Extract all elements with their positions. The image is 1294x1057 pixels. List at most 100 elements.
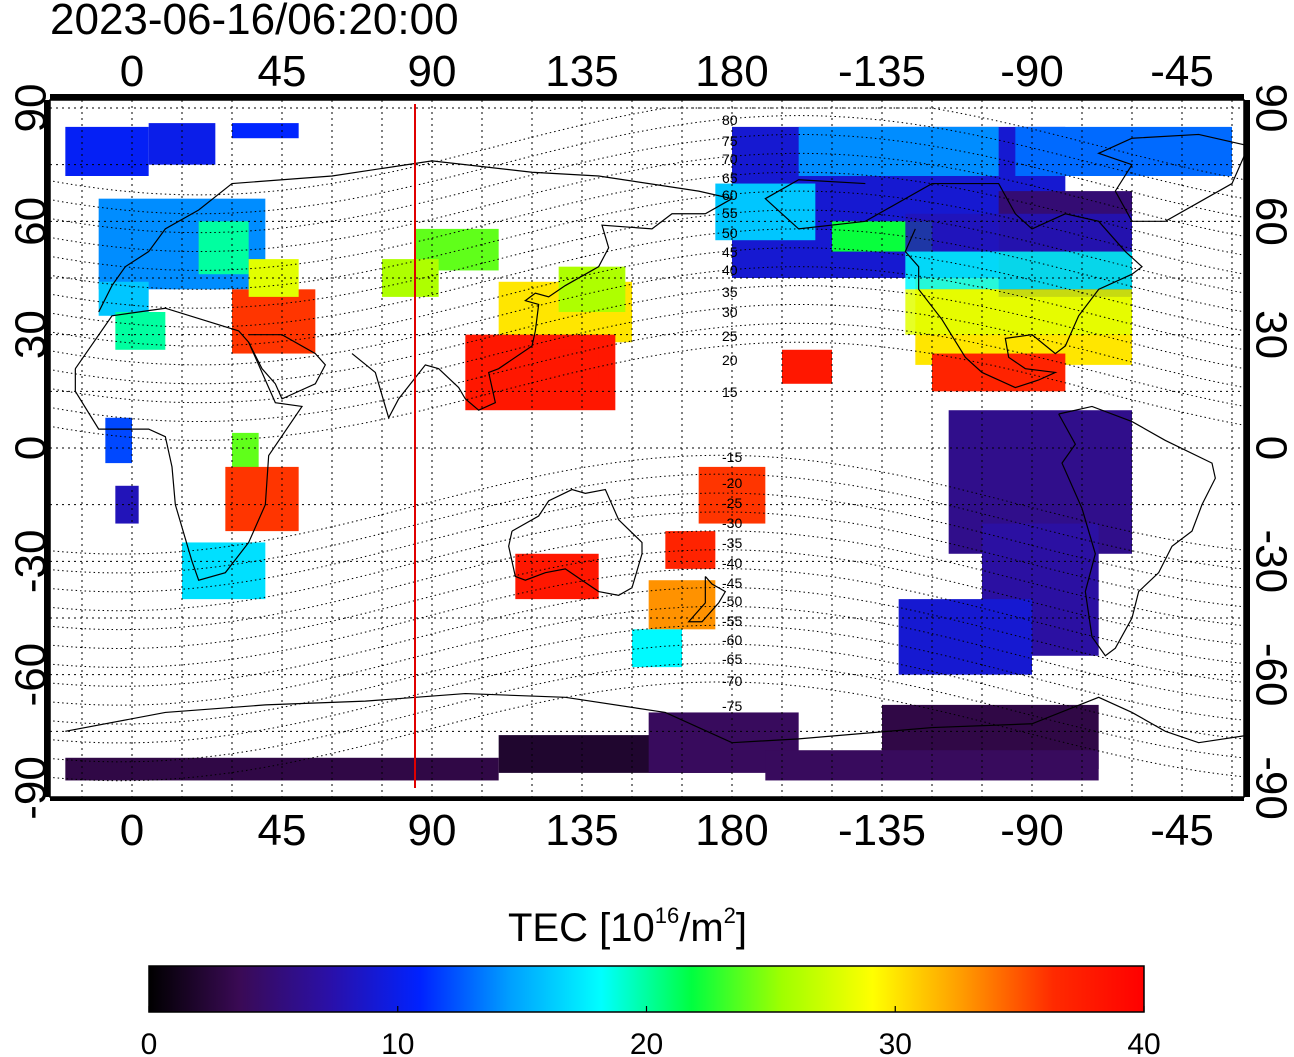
mlat-contour: [48, 152, 1249, 253]
mlat-label-south: -40: [722, 555, 742, 571]
mlat-contour: [48, 247, 1249, 347]
mlat-label-north: 65: [722, 170, 738, 186]
lon-tick-label-bottom: -45: [1150, 806, 1214, 855]
lon-tick-label-bottom: -90: [1000, 806, 1064, 855]
mlat-contour: [48, 322, 1249, 423]
tec-data-patch: [665, 531, 716, 569]
mlat-label-north: 55: [722, 205, 738, 221]
mlat-label-north: 45: [722, 244, 738, 260]
mlat-label-north: 50: [722, 225, 738, 241]
mlat-label-north: 80: [722, 112, 738, 128]
mlat-label-north: 35: [722, 284, 738, 300]
tec-data-patch: [98, 281, 149, 316]
tec-data-patch: [932, 353, 1066, 392]
tec-data-patch: [65, 126, 149, 176]
mlat-contour: [48, 209, 1249, 309]
mlat-label-south: -45: [722, 575, 742, 591]
tec-data-patch: [182, 542, 266, 600]
mlat-label-north: 25: [722, 328, 738, 344]
lon-tick-label-bottom: 180: [695, 806, 768, 855]
lat-tick-label-left: 60: [7, 197, 56, 246]
mlat-contour: [48, 285, 1249, 385]
coastline: [1058, 405, 1216, 657]
frame-bar: [50, 94, 880, 100]
mlat-label-south: -70: [722, 673, 742, 689]
mlat-label-north: 30: [722, 304, 738, 320]
tec-data-patch: [115, 485, 139, 524]
colorbar-tick-label: 40: [1127, 1028, 1160, 1057]
tec-data-patch: [115, 312, 166, 350]
coastline: [764, 179, 1143, 389]
tec-data-patch: [65, 757, 499, 781]
lon-tick-label-top: -45: [1150, 47, 1214, 96]
mlat-contour: [48, 115, 1249, 215]
frame-bar: [880, 94, 1244, 100]
lon-tick-label-top: -90: [1000, 47, 1064, 96]
mlat-contour: [48, 266, 1249, 366]
lon-tick-label-bottom: 90: [408, 806, 457, 855]
mlat-label-south: -60: [722, 632, 742, 648]
lat-tick-label-left: -90: [7, 756, 56, 820]
tec-data-patch: [715, 183, 816, 241]
mlat-label-south: -15: [722, 449, 742, 465]
colorbar-title: TEC [1016/m2]: [508, 903, 748, 950]
coastline: [351, 198, 733, 420]
tec-data-patch: [905, 251, 1132, 290]
coastline: [1097, 133, 1250, 222]
tec-data-patch: [632, 629, 682, 668]
tec-data-patch: [515, 553, 599, 600]
frame-bar: [50, 797, 1244, 801]
mlat-label-south: -35: [722, 535, 742, 551]
mlat-contour: [48, 133, 1249, 234]
tec-data-patch: [898, 599, 1032, 675]
tec-data-patch: [782, 349, 832, 384]
timestamp-title: 2023-06-16/06:20:00: [50, 0, 459, 44]
mlat-label-south: -30: [722, 515, 742, 531]
tec-data-patch: [905, 289, 1132, 335]
colorbar-tick-label: 0: [141, 1028, 158, 1057]
tec-data-patch: [232, 123, 299, 139]
colorbar-tick-label: 20: [630, 1028, 663, 1057]
colorbar: 0 10 20 30 40: [141, 965, 1161, 1057]
lon-tick-label-top: -135: [838, 47, 926, 96]
mlat-label-north: 40: [722, 262, 738, 278]
frame-bar: [1244, 100, 1250, 797]
mlat-label-north: 60: [722, 187, 738, 203]
tec-data-patch: [198, 221, 249, 275]
mlat-contour: [48, 341, 1249, 441]
lat-tick-label-right: -30: [1246, 530, 1294, 594]
lat-lon-grid: [50, 100, 1244, 797]
lat-tick-label-right: 0: [1246, 436, 1294, 460]
mlat-contour: [48, 228, 1249, 328]
mlat-contour: [48, 107, 1249, 196]
mlat-label-north: 70: [722, 151, 738, 167]
lon-tick-label-top: 90: [408, 47, 457, 96]
lat-tick-label-right: 30: [1246, 310, 1294, 359]
lat-tick-label-right: -90: [1246, 756, 1294, 820]
lon-tick-label-top: 180: [695, 47, 768, 96]
frame-bar: [44, 100, 50, 797]
lat-tick-label-left: 30: [7, 310, 56, 359]
coastline: [687, 576, 727, 623]
tec-data-patch: [558, 266, 626, 312]
lon-tick-label-bottom: -135: [838, 806, 926, 855]
lon-tick-label-top: 45: [258, 47, 307, 96]
lon-tick-label-top: 0: [120, 47, 144, 96]
tec-data-patch: [232, 289, 316, 354]
mlat-label-south: -75: [722, 698, 742, 714]
mlat-label-south: -20: [722, 475, 742, 491]
colorbar-gradient: [148, 965, 1145, 1013]
lat-tick-label-left: -30: [7, 530, 56, 594]
mlat-label-south: -55: [722, 613, 742, 629]
lat-tick-label-left: -60: [7, 643, 56, 707]
mlat-label-north: 75: [722, 133, 738, 149]
mlat-label-south: -65: [722, 651, 742, 667]
colorbar-tick-label: 10: [381, 1028, 414, 1057]
mlat-label-south: -25: [722, 495, 742, 511]
mlat-label-north: 20: [722, 352, 738, 368]
tec-data-patch: [905, 213, 1132, 252]
lat-tick-label-left: 90: [7, 84, 56, 133]
mlat-label-south: -50: [722, 593, 742, 609]
lat-tick-label-left: 0: [7, 436, 56, 460]
